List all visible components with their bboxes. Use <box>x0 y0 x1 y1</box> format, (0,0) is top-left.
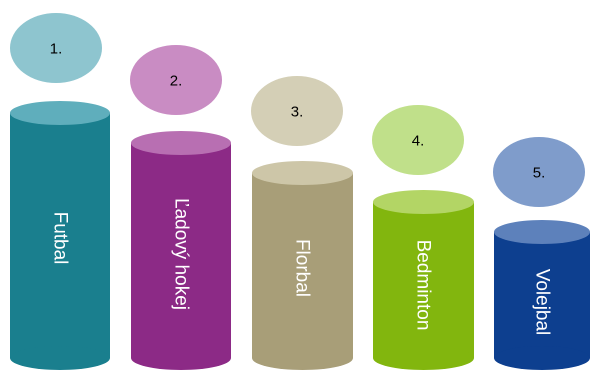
bubble-3: 3. <box>251 76 343 146</box>
bubble-2-rank: 2. <box>170 73 183 90</box>
bubble-5: 5. <box>493 137 585 207</box>
cylinder-1-body <box>10 113 110 358</box>
cylinder-1: Futbal <box>10 101 110 370</box>
bubble-5-shape <box>493 137 585 207</box>
cylinder-4-bottom <box>373 346 474 370</box>
bubble-3-rank: 3. <box>291 104 304 121</box>
cylinder-3-bottom <box>252 346 353 370</box>
cylinder-2-top <box>131 131 231 155</box>
cylinder-1-label: Futbal <box>50 212 71 265</box>
cylinder-3: Florbal <box>252 161 353 370</box>
cylinder-5-label: Volejbal <box>532 269 553 336</box>
cylinder-5-bottom <box>494 346 590 370</box>
bubble-3-shape <box>251 76 343 146</box>
cylinder-3-label: Florbal <box>292 239 313 297</box>
cylinder-1-bottom <box>10 346 110 370</box>
bubble-2-shape <box>130 45 222 115</box>
cylinder-2: Ľadový hokej <box>131 131 231 370</box>
cylinder-3-top <box>252 161 353 185</box>
cylinder-5-body <box>494 232 590 358</box>
bubble-5-rank: 5. <box>533 165 546 182</box>
cylinder-2-label: Ľadový hokej <box>171 198 192 310</box>
bubble-1: 1. <box>10 13 102 83</box>
cylinder-3-body <box>252 173 353 358</box>
cylinder-4: Bedminton <box>373 190 474 370</box>
bubble-4: 4. <box>372 105 464 175</box>
cylinder-5: Volejbal <box>494 220 590 370</box>
cylinder-2-body <box>131 143 231 358</box>
bubble-1-rank: 1. <box>50 41 63 58</box>
cylinder-4-body <box>373 202 474 358</box>
bubble-4-shape <box>372 105 464 175</box>
bubble-1-shape <box>10 13 102 83</box>
cylinder-1-top <box>10 101 110 125</box>
bubble-2: 2. <box>130 45 222 115</box>
bubble-4-rank: 4. <box>412 133 425 150</box>
cylinder-2-bottom <box>131 346 231 370</box>
cylinder-4-label: Bedminton <box>413 240 434 331</box>
cylinder-5-top <box>494 220 590 244</box>
cylinder-4-top <box>373 190 474 214</box>
